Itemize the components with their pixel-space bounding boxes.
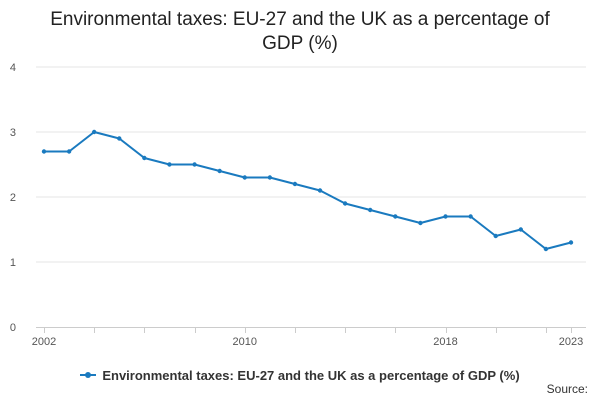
legend-line-marker-icon [80,372,97,378]
y-tick-label-1: 1 [10,257,16,269]
x-axis-tick-labels: 2002 2010 2018 2023 [32,336,583,348]
data-point-2010[interactable] [242,175,247,180]
data-point-2012[interactable] [292,181,298,187]
data-point-2015[interactable] [368,207,373,213]
data-point-2003[interactable] [66,149,72,154]
y-tick-label-3: 3 [10,127,16,139]
gridlines [36,66,586,263]
source-label: Source: [546,382,588,396]
y-tick-label-2: 2 [10,192,16,204]
data-series [41,129,574,252]
x-tick-label-2002: 2002 [32,336,56,348]
data-point-2011[interactable] [267,175,273,180]
data-point-2008[interactable] [192,162,197,167]
data-point-2022[interactable] [543,246,549,252]
data-point-2006[interactable] [142,155,147,161]
y-tick-label-0: 0 [10,322,16,334]
data-point-2020[interactable] [493,233,498,239]
x-tick-label-2018: 2018 [433,336,457,348]
x-tick-label-2023: 2023 [559,336,583,348]
y-tick-label-4: 4 [10,62,16,74]
data-point-2013[interactable] [317,188,323,193]
series-line-0 [43,131,572,250]
data-point-2017[interactable] [418,220,423,226]
data-point-2019[interactable] [468,214,473,219]
y-axis-tick-labels: 0 1 2 3 4 [10,62,16,334]
data-point-2014[interactable] [342,201,348,206]
data-point-2021[interactable] [518,227,524,232]
data-point-2018[interactable] [443,214,448,219]
data-point-2023[interactable] [568,240,574,245]
legend-item[interactable]: Environmental taxes: EU-27 and the UK as… [80,367,520,383]
chart-title-line-1: Environmental taxes: EU-27 and the UK as… [50,9,550,30]
data-point-2005[interactable] [117,136,122,141]
data-point-2007[interactable] [167,162,172,167]
x-tick-label-2010: 2010 [233,336,257,348]
data-point-2009[interactable] [217,168,222,174]
chart-title-line-2: GDP (%) [262,33,338,54]
legend-dot-icon [85,372,92,378]
data-point-2016[interactable] [393,214,398,219]
legend: Environmental taxes: EU-27 and the UK as… [0,364,600,383]
data-point-2002[interactable] [41,149,47,154]
chart-title: Environmental taxes: EU-27 and the UK as… [0,8,600,56]
legend-label: Environmental taxes: EU-27 and the UK as… [102,367,520,383]
data-point-2004[interactable] [91,129,97,135]
x-axis [36,327,586,333]
